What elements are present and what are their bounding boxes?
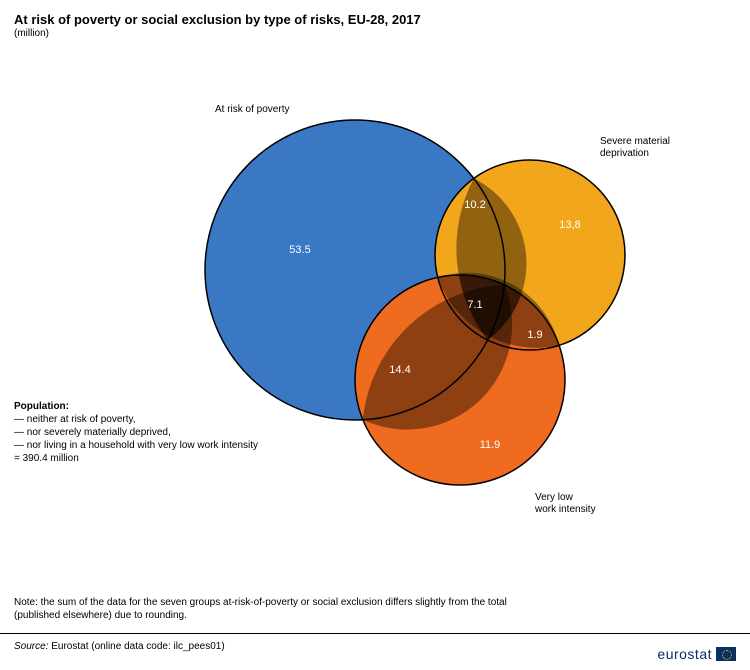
population-note-line: = 390.4 million bbox=[14, 453, 79, 464]
population-note: Population: — neither at risk of poverty… bbox=[14, 400, 258, 465]
population-note-line: — nor severely materially deprived, bbox=[14, 427, 171, 438]
venn-label-c: Very low bbox=[535, 492, 574, 503]
eurostat-logo-text: eurostat bbox=[657, 646, 712, 662]
footnote: Note: the sum of the data for the seven … bbox=[14, 596, 507, 622]
chart-title: At risk of poverty or social exclusion b… bbox=[14, 12, 421, 27]
venn-value-A-C: 14.4 bbox=[389, 364, 410, 376]
eu-flag-icon bbox=[716, 647, 736, 661]
venn-value-C-only: 11.9 bbox=[480, 439, 501, 451]
population-note-header: Population: bbox=[14, 401, 69, 412]
venn-value-B-only: 13,8 bbox=[559, 219, 580, 231]
chart-subtitle: (million) bbox=[14, 28, 49, 39]
venn-label-b: Severe material bbox=[600, 136, 670, 147]
footnote-line: Note: the sum of the data for the seven … bbox=[14, 597, 507, 608]
venn-value-A-only: 53.5 bbox=[289, 244, 310, 256]
source: Source: Eurostat (online data code: ilc_… bbox=[14, 641, 225, 652]
eurostat-logo: eurostat bbox=[657, 646, 736, 662]
footnote-line: (published elsewhere) due to rounding. bbox=[14, 610, 187, 621]
venn-value-A-B-C: 7.1 bbox=[467, 299, 482, 311]
venn-label-c: work intensity bbox=[534, 504, 596, 515]
source-label: Source: bbox=[14, 641, 48, 652]
divider-line bbox=[0, 633, 750, 634]
venn-label-a: At risk of poverty bbox=[215, 104, 289, 115]
population-note-line: — neither at risk of poverty, bbox=[14, 414, 136, 425]
venn-diagram: 53.5 13,8 11.9 10.2 14.4 1.9 7.1 At risk of pov… bbox=[0, 50, 750, 550]
venn-label-b: deprivation bbox=[600, 148, 649, 159]
venn-value-B-C: 1.9 bbox=[527, 329, 542, 341]
source-text: Eurostat (online data code: ilc_pees01) bbox=[48, 641, 224, 652]
venn-value-A-B: 10.2 bbox=[464, 199, 485, 211]
population-note-line: — nor living in a household with very lo… bbox=[14, 440, 258, 451]
